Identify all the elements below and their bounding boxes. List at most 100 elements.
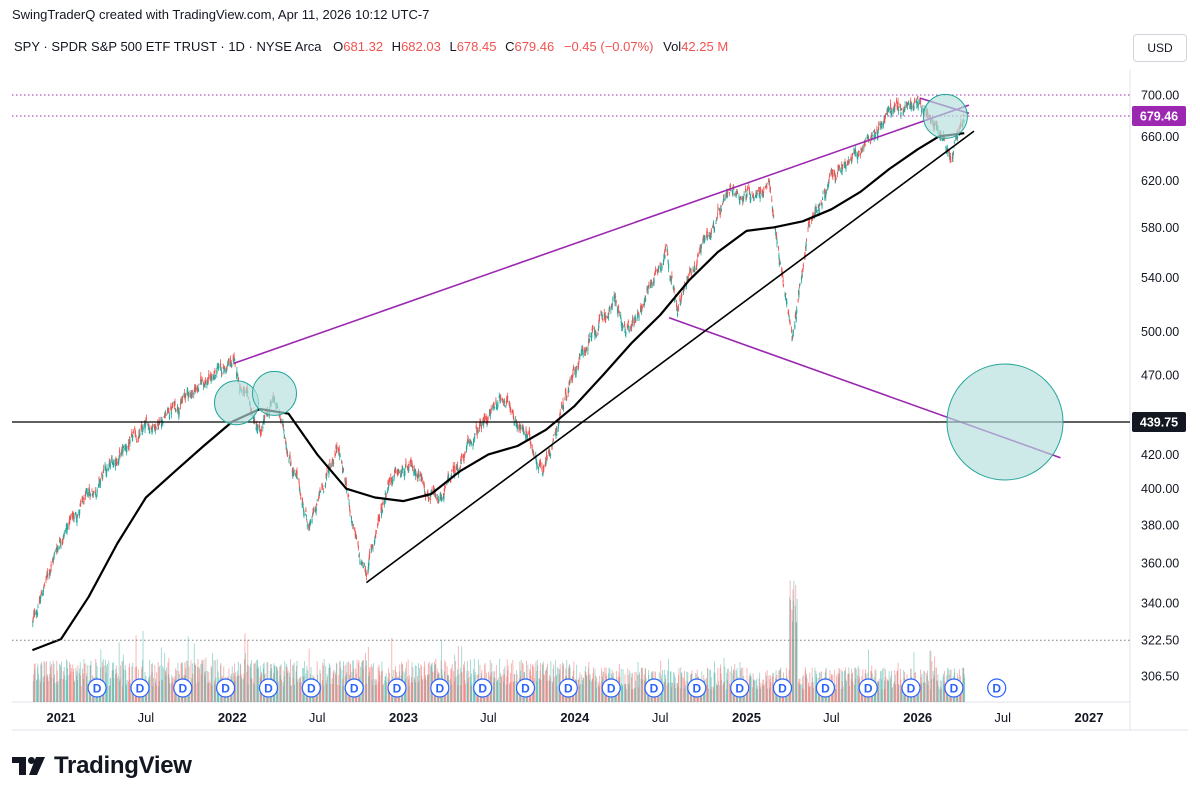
volume-bar	[40, 665, 42, 702]
volume-bar	[197, 667, 198, 702]
candle-body	[815, 207, 817, 209]
volume-bar	[247, 684, 249, 702]
candle-body	[443, 496, 445, 500]
volume-bar	[378, 664, 380, 702]
volume-bar	[881, 679, 882, 702]
candle-body	[577, 366, 579, 370]
volume-bar	[599, 675, 601, 702]
volume-bar	[500, 673, 502, 702]
candle-body	[694, 268, 696, 271]
candle-body	[160, 423, 162, 427]
candle-body	[234, 358, 236, 361]
volume-bar	[628, 683, 630, 702]
candle-body	[800, 276, 802, 281]
volume-bar	[805, 675, 807, 702]
volume-bar	[473, 683, 475, 702]
candle-body	[174, 404, 176, 407]
candle-body	[210, 374, 212, 376]
volume-bar	[767, 688, 768, 702]
candle-body	[752, 195, 754, 196]
volume-bar	[256, 660, 258, 702]
candle-body	[296, 474, 298, 479]
candle-body	[739, 201, 741, 203]
volume-bar	[125, 670, 127, 702]
candle-body	[142, 427, 144, 430]
candle-body	[578, 362, 580, 366]
volume-bar	[167, 662, 169, 702]
volume-bar	[851, 668, 852, 702]
candle-body	[569, 378, 571, 383]
candle-body	[484, 415, 486, 420]
candle-body	[722, 203, 724, 205]
volume-bar	[428, 674, 430, 702]
volume-bar	[507, 665, 509, 702]
candle-body	[191, 393, 193, 395]
candle-body	[624, 331, 626, 333]
candle-body	[197, 390, 199, 392]
candle-body	[50, 571, 52, 573]
candle-body	[43, 588, 45, 590]
candle-body	[267, 415, 269, 417]
candle-body	[91, 493, 93, 496]
volume-bar	[102, 658, 104, 702]
candle-body	[917, 103, 919, 108]
volume-bar	[464, 680, 466, 702]
candle-body	[59, 539, 61, 542]
volume-bar	[152, 663, 153, 702]
volume-bar	[726, 672, 728, 702]
volume-bar	[595, 688, 597, 702]
volume-bar	[451, 685, 453, 702]
volume-bar	[792, 589, 794, 702]
candle-body	[667, 260, 669, 263]
volume-bar	[762, 680, 764, 702]
candle-body	[259, 432, 261, 435]
volume-bar	[848, 667, 850, 702]
candle-body	[220, 363, 222, 368]
volume-bar	[336, 663, 338, 702]
candle-body	[565, 392, 567, 397]
volume-bar	[514, 674, 516, 702]
candle-body	[896, 100, 898, 103]
candle-body	[615, 300, 617, 303]
candle-body	[500, 399, 502, 401]
volume-bar	[427, 663, 429, 702]
candle-body	[572, 366, 574, 370]
candle-body	[82, 499, 84, 501]
candle-body	[657, 268, 659, 272]
candle-body	[295, 472, 297, 474]
volume-bar	[168, 674, 169, 702]
candle-body	[533, 451, 535, 455]
volume-bar	[165, 671, 167, 702]
candle-body	[904, 109, 906, 112]
volume-bar	[885, 677, 887, 702]
candle-body	[801, 275, 803, 277]
candle-body	[792, 331, 794, 333]
candle-body	[337, 448, 339, 450]
candle-body	[39, 598, 41, 603]
volume-bar	[280, 666, 281, 702]
candle-body	[910, 100, 912, 105]
candle-body	[759, 195, 761, 199]
candle-body	[121, 451, 123, 455]
dividend-marker	[130, 678, 150, 698]
volume-bar	[546, 680, 548, 702]
symbol-line[interactable]: SPY · SPDR S&P 500 ETF TRUST · 1D · NYSE…	[14, 39, 728, 54]
candle-body	[883, 119, 885, 121]
candle-body	[952, 156, 954, 159]
volume-bar	[421, 676, 423, 702]
volume-bar	[411, 677, 412, 702]
tradingview-logo[interactable]: TradingView	[12, 752, 192, 780]
volume-bar	[499, 683, 501, 702]
volume-bar	[552, 668, 554, 702]
candle-body	[72, 512, 74, 517]
volume-bar	[414, 679, 416, 702]
candle-body	[831, 172, 833, 174]
candle-body	[648, 285, 650, 287]
candle-body	[746, 195, 748, 199]
currency-button[interactable]: USD	[1133, 34, 1187, 62]
candle-body	[381, 511, 383, 516]
candle-body	[904, 105, 906, 109]
candle-body	[118, 459, 120, 464]
candle-body	[296, 470, 298, 475]
